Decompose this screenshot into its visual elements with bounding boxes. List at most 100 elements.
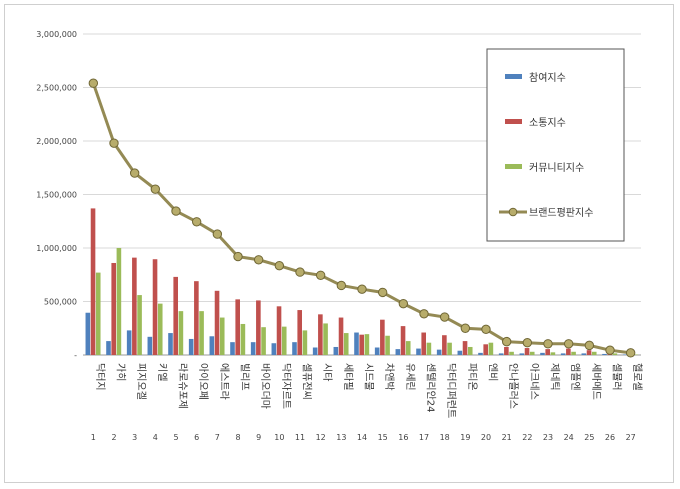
bar-community [426, 342, 432, 355]
bars [85, 208, 638, 355]
x-tick-label: 아크네스 [528, 363, 540, 400]
legend-label: 커뮤니티지수 [529, 162, 584, 174]
legend-label: 소통지수 [529, 117, 566, 129]
bar-participation [168, 333, 173, 355]
x-tick-label: 헬로셀 [631, 363, 643, 391]
bar-community [178, 311, 184, 355]
bar-communication [152, 259, 158, 355]
line-point [584, 340, 595, 351]
x-tick-label: 에스트라 [218, 363, 230, 400]
x-tick-label: 앰플엔 [569, 363, 581, 391]
rank-number: 1 [91, 433, 96, 442]
rank-number: 11 [295, 433, 305, 442]
bar-community [529, 351, 535, 355]
line-series [88, 78, 636, 358]
bar-participation [292, 342, 297, 355]
x-tick-label: 닥터디퍼런트 [445, 363, 457, 418]
bar-communication [90, 208, 96, 355]
chart-frame: 3,000,000 2,500,000 2,000,000 1,500,000 1,00… [4, 4, 674, 483]
rank-number: 27 [626, 433, 636, 442]
bar-communication [359, 334, 364, 355]
bar-participation [126, 330, 132, 355]
bar-community [261, 327, 266, 355]
bar-communication [173, 276, 178, 355]
line-point [129, 168, 140, 178]
line-point [419, 309, 429, 319]
x-tick-label: 안나플러스 [507, 363, 519, 409]
rank-number: 26 [605, 433, 615, 442]
rank-number: 10 [274, 433, 284, 442]
bar-communication [214, 290, 220, 355]
bar-communication [504, 346, 509, 355]
bar-participation [230, 342, 235, 355]
line-point [336, 280, 347, 291]
rank-number: 18 [440, 433, 450, 442]
bar-communication [442, 335, 447, 355]
line-point [191, 217, 202, 227]
legend-box [486, 48, 625, 242]
brand-reputation-chart: 3,000,000 2,500,000 2,000,000 1,500,000 1,00… [36, 30, 643, 442]
bar-communication [380, 319, 385, 355]
bar-community [385, 335, 390, 355]
bar-communication [483, 344, 488, 355]
rank-number: 4 [153, 433, 158, 442]
bar-community [137, 295, 142, 355]
line-point [460, 323, 471, 333]
x-tick-label: 닥터지 [94, 363, 106, 391]
x-tick-label: 제네틱 [549, 363, 561, 391]
bar-participation [416, 348, 421, 355]
bar-community [405, 341, 411, 355]
bar-community [302, 330, 308, 355]
x-tick-label: 세바메드 [590, 363, 602, 400]
line-point [233, 251, 243, 262]
line-point [212, 229, 223, 239]
bar-communication [462, 341, 468, 355]
rank-number: 8 [235, 433, 240, 442]
rank-number: 19 [460, 433, 470, 442]
x-tick-label: 가히 [115, 363, 127, 381]
rank-number: 23 [543, 433, 553, 442]
rank-number: 16 [398, 433, 408, 442]
line-point [274, 260, 285, 271]
x-tick-label: 바이오더마 [259, 363, 271, 409]
bar-participation [374, 347, 380, 355]
x-tick-label: 유세린 [404, 363, 416, 391]
x-tick-label: 차앤박 [383, 363, 395, 391]
y-axis: 3,000,000 2,500,000 2,000,000 1,500,000 1,00… [36, 30, 77, 360]
rank-number: 21 [502, 433, 512, 442]
rank-number: 12 [316, 433, 326, 442]
rank-number: 5 [173, 433, 178, 442]
bar-community [467, 346, 473, 355]
bar-participation [395, 349, 401, 355]
bar-community [240, 323, 246, 355]
x-tick-label: 시타 [321, 363, 333, 381]
legend-swatch [505, 164, 522, 169]
bar-community [95, 272, 101, 355]
rank-number: 6 [194, 433, 199, 442]
x-tick-label: 시드물 [363, 363, 375, 391]
x-tick-label: 피지오겔 [135, 363, 147, 400]
bar-participation [436, 349, 442, 355]
line-point [522, 337, 533, 348]
line-point [171, 206, 181, 216]
line-point [150, 184, 161, 194]
bar-communication [111, 262, 116, 355]
bar-community [633, 354, 638, 355]
bar-community [612, 353, 618, 355]
x-tick-label: 셀퓨전씨 [301, 363, 313, 400]
x-tick-label: 닥터자르트 [280, 363, 292, 409]
bar-participation [85, 312, 91, 355]
line-point [501, 336, 512, 347]
y-tick-label: 2,500,000 [36, 84, 77, 93]
bar-communication [566, 348, 571, 355]
bar-participation [478, 352, 483, 355]
line-point [109, 138, 119, 148]
bar-community [550, 352, 556, 355]
bar-participation [250, 342, 256, 355]
bar-communication [256, 300, 261, 355]
line-point [315, 270, 326, 280]
line-point [481, 324, 491, 335]
legend-swatch [505, 74, 522, 79]
rank-number: 2 [111, 433, 116, 442]
bar-community [157, 303, 163, 355]
